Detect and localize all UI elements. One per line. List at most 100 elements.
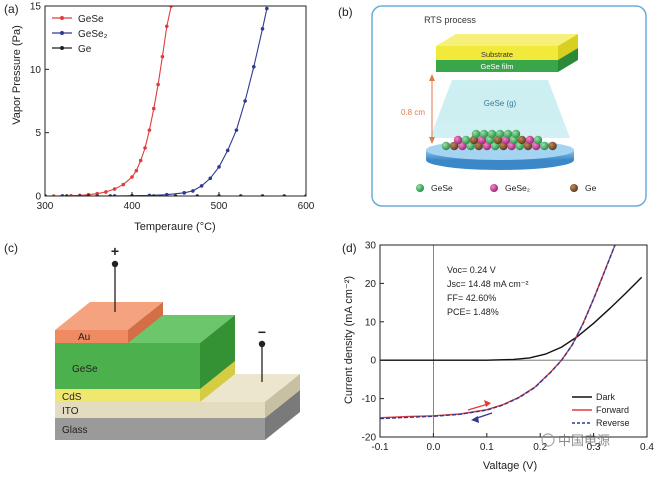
chart-d-y-tick-label: 30 — [365, 241, 377, 252]
gese-particle — [479, 129, 489, 139]
chart-d-y-tick-label: -20 — [362, 433, 377, 444]
panel-d: (d) -0.1 0.0 0.1 0.2 0.3 0.4 -20 -10 0 10 20 30 Val… — [342, 241, 654, 473]
chart-a-y-tick-label: 0 — [35, 192, 41, 203]
panel-a: 300 400 500 600 0 5 10 15 Temperaure (°C) Vapor… — [4, 2, 315, 234]
chart-a-data-point — [234, 128, 239, 132]
panel-d-label: (d) — [342, 241, 357, 255]
ge-particle — [548, 141, 557, 151]
substrate-block: Substrate GeSe film — [436, 34, 578, 72]
chart-d-x-tick-label: 0.4 — [640, 442, 654, 453]
negative-contact: − — [258, 324, 266, 382]
chart-a-y-tick-label: 5 — [35, 128, 41, 139]
positive-sign: + — [111, 243, 119, 259]
annotation-jsc: Jsc= 14.48 mA cm⁻² — [447, 279, 529, 289]
gese-particle — [533, 135, 543, 145]
chart-d-series-line — [380, 245, 616, 419]
panel-b-label: (b) — [338, 5, 353, 19]
chart-a-plot-area: 300 400 500 600 0 5 10 15 — [30, 2, 315, 213]
legend-ge-marker — [60, 46, 64, 50]
chart-a-data-point — [130, 175, 134, 179]
legend-gese2-label: GeSe₂ — [78, 29, 108, 40]
chart-a-x-tick-label: 300 — [37, 201, 54, 212]
gese-particle — [471, 129, 481, 139]
chart-a-data-point — [199, 184, 204, 188]
au-layer: Au — [55, 302, 163, 343]
chart-a-data-point — [260, 27, 265, 31]
chart-a-data-point — [165, 24, 169, 29]
chart-a-data-point — [182, 191, 186, 195]
positive-contact: + — [111, 243, 119, 312]
chart-a-data-point — [138, 158, 143, 163]
chart-a-data-point — [147, 193, 152, 196]
substrate-label: Substrate — [481, 50, 513, 59]
chart-d-legend: Dark Forward Reverse — [572, 392, 630, 428]
chart-a-data-point — [252, 65, 256, 69]
chart-d-series-2 — [380, 245, 616, 420]
chart-a-x-tick-label: 600 — [298, 201, 315, 212]
gese-particle — [461, 135, 471, 145]
chart-d-frame — [379, 244, 648, 438]
legend-ge-sphere — [570, 184, 578, 192]
chart-a-data-point — [104, 190, 108, 194]
legend-forward-label: Forward — [596, 405, 629, 415]
chart-a-series-group — [45, 6, 306, 196]
rts-legend: GeSe GeSe₂ Ge — [416, 183, 597, 193]
annotation-ff: FF= 42.60% — [447, 293, 496, 303]
ge-particle — [450, 141, 459, 151]
vapor-cone — [430, 80, 570, 138]
panel-b: (b) RTS process GeSe (g) Substrate GeSe … — [338, 5, 647, 207]
substrate-front — [436, 46, 558, 60]
chart-d-x-tick-label: 0.1 — [480, 442, 494, 453]
chart-d-y-axis-label: Current density (mA cm⁻²) — [343, 276, 355, 404]
gese2-particle — [525, 135, 535, 145]
chart-d-series-line — [380, 245, 616, 420]
chart-a-data-point — [208, 176, 213, 181]
chart-d-series-group — [380, 245, 643, 420]
legend-reverse-label: Reverse — [596, 418, 630, 428]
gese-particle — [540, 141, 549, 151]
reverse-arrow — [471, 412, 493, 423]
film-side — [558, 48, 578, 72]
gese-layer-label: GeSe — [72, 364, 98, 375]
watermark-text: 中国电源 — [558, 433, 610, 448]
chart-a-data-point — [165, 192, 169, 196]
chart-a-series-line — [45, 6, 172, 196]
ito-label: ITO — [62, 406, 79, 417]
annotation-voc: Voc= 0.24 V — [447, 265, 496, 275]
chart-a-x-axis-label: Temperaure (°C) — [134, 221, 215, 233]
legend-gese2-sphere — [490, 184, 498, 192]
gese-particle — [441, 141, 451, 151]
watermark: 中国电源 — [541, 433, 610, 448]
chart-a-y-axis-label: Vapor Pressure (Pa) — [11, 25, 23, 124]
gese2-particle — [453, 135, 463, 145]
chart-a-data-point — [265, 6, 269, 11]
film-front — [436, 60, 558, 72]
chart-a-data-point — [225, 148, 230, 153]
legend-gese2-marker — [60, 31, 64, 35]
gese-particle — [503, 129, 513, 139]
chart-a-data-point — [112, 187, 117, 191]
legend-ge-label: Ge — [78, 44, 92, 55]
panel-c-label: (c) — [4, 241, 18, 255]
vapor-label: GeSe (g) — [484, 99, 517, 108]
chart-a-data-point — [121, 182, 126, 187]
chart-a-data-point — [134, 168, 139, 173]
chart-d-y-tick-label: 20 — [365, 279, 377, 290]
negative-sign: − — [258, 324, 266, 340]
distance-label: 0.8 cm — [401, 108, 425, 117]
au-label: Au — [78, 332, 90, 343]
chart-a-y-tick-label: 15 — [30, 2, 42, 13]
glass-label: Glass — [62, 425, 88, 436]
legend-gese-marker — [60, 16, 64, 20]
chart-d-series-line — [380, 276, 643, 361]
chart-d-series-0 — [380, 276, 643, 361]
chart-a-frame — [44, 5, 307, 197]
chart-a-legend: GeSe GeSe₂ Ge — [52, 14, 108, 55]
source-particles — [441, 129, 557, 151]
distance-arrow: 0.8 cm — [401, 74, 435, 144]
chart-a-x-tick-label: 500 — [211, 201, 228, 212]
chart-d-x-tick-label: 0.0 — [426, 442, 440, 453]
legend-gese-label: GeSe — [78, 14, 104, 25]
cds-label: CdS — [62, 392, 82, 403]
legend-gese-sphere — [416, 184, 424, 192]
